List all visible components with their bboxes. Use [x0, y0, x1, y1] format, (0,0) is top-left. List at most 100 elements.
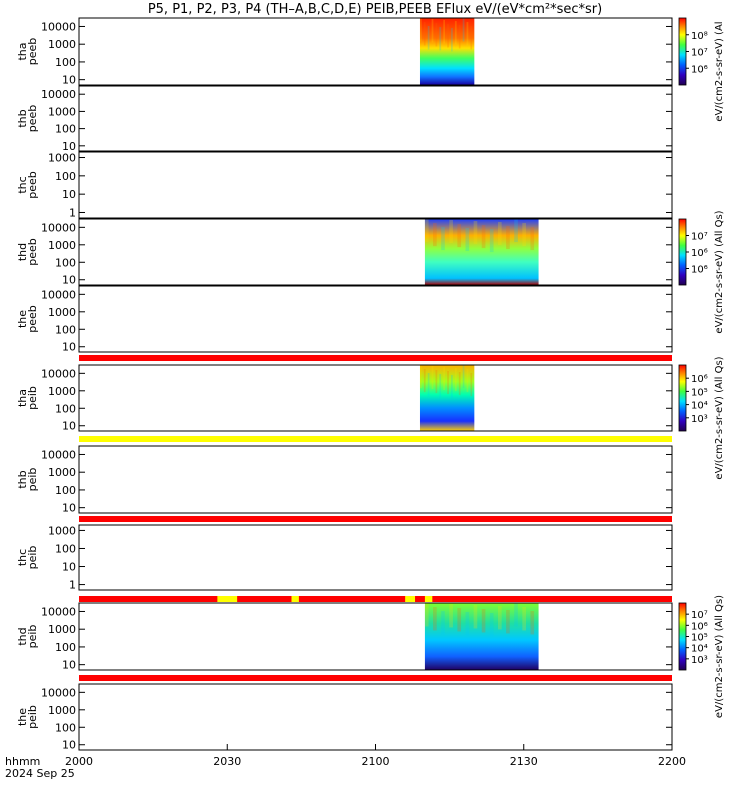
spectrogram-texture-thd-peib-0-1 [433, 607, 437, 631]
mode-bar-segment-3-1 [291, 596, 299, 602]
spectrogram-texture-thd-peeb-0-2 [441, 227, 445, 251]
colorbar-label-tha-peeb: eV/(cm2-s-sr-eV) (Al [714, 21, 725, 121]
colorbar-tick-label-thd-peeb-2: 10⁷ [691, 232, 708, 243]
ytick-label-thb-peib-1000: 1000 [48, 466, 76, 479]
panel-frame-thb-peeb [78, 85, 673, 152]
spectrogram-texture-tha-peeb-0-10 [458, 25, 461, 49]
panels-layer: 10100100010000thapeeb10100100010000thbpe… [16, 17, 673, 752]
spectrogram-texture-thd-peeb-0-11 [514, 219, 518, 243]
colorbar-tick-label-thd-peib-1: 10⁴ [691, 644, 708, 655]
panel-frame-the-peeb [78, 285, 673, 353]
spectrogram-texture-tha-peeb-0-8 [451, 28, 453, 52]
ytick-label-thd-peib-10000: 10000 [41, 605, 76, 618]
colorbar-tick-label-tha-peib-2: 10⁵ [691, 387, 708, 398]
panel-label-thd-peeb-0: thd [16, 243, 29, 261]
spectrogram-texture-tha-peeb-0-12 [466, 22, 469, 46]
panel-label-tha-peeb-0: tha [16, 42, 29, 60]
spectrogram-texture-tha-peeb-0-2 [427, 26, 430, 50]
spectrogram-texture-thd-peeb-0-1 [433, 223, 437, 247]
ytick-label-tha-peeb-100: 100 [55, 56, 76, 69]
spectrogram-texture-tha-peib-0-4 [435, 370, 438, 394]
colorbar-scale-tha-peeb [678, 17, 687, 86]
ytick-label-thb-peib-100: 100 [55, 484, 76, 497]
colorbar-thd-peeb: 10⁶ 10⁶ 10⁷ eV/(cm2-s-sr-eV) (All Qs) [678, 210, 725, 334]
ytick-label-thb-peeb-100: 100 [55, 123, 76, 136]
spectrogram-texture-tha-peib-0-7 [447, 371, 449, 395]
mode-bar-4 [79, 675, 672, 681]
spectrogram-texture-thd-peeb-0-12 [522, 223, 526, 247]
spectrogram-texture-thd-peeb-0-0 [424, 219, 429, 243]
panel-label-the-peeb-0: the [16, 310, 29, 328]
colorbar-tick-label-thd-peib-4: 10⁷ [691, 610, 708, 621]
panel-label-tha-peeb-1: peeb [26, 38, 39, 66]
colorbar-label-thd-peeb: eV/(cm2-s-sr-eV) (All Qs) [714, 210, 725, 333]
ytick-label-the-peeb-1000: 1000 [48, 306, 76, 319]
time-axis-label-hhmm: hhmm [5, 755, 40, 768]
spectrogram-texture-thd-peeb-0-10 [506, 226, 510, 250]
spectrogram-texture-tha-peib-0-0 [419, 365, 422, 389]
spectrogram-texture-tha-peeb-0-13 [470, 26, 473, 50]
ytick-label-thb-peeb-10000: 10000 [41, 88, 76, 101]
spectrogram-texture-tha-peeb-0-6 [443, 20, 446, 44]
mode-bar-fill-4 [79, 675, 672, 681]
panel-frame-thd-peeb [78, 218, 673, 286]
chart-title: P5, P1, P2, P3, P4 (TH–A,B,C,D,E) PEIB,P… [148, 2, 602, 17]
mode-bar-fill-0 [79, 355, 672, 361]
spectrogram-texture-tha-peeb-0-0 [419, 18, 422, 42]
panel-frame-thb-peib [78, 445, 673, 514]
ytick-label-thc-peib-100: 100 [55, 542, 76, 555]
spectrogram-texture-thd-peib-0-7 [481, 609, 486, 633]
time-axis-label-date: 2024 Sep 25 [5, 767, 75, 780]
spectrogram-texture-thd-peeb-0-6 [473, 221, 478, 245]
colorbar-tha-peib: 10³ 10⁴ 10⁵ 10⁶ eV/(cm2-s-sr-eV) (All Qs) [678, 356, 725, 480]
spectrogram-texture-tha-peeb-0-11 [462, 18, 465, 42]
panel-label-tha-peib-1: peib [26, 386, 39, 410]
spectrogram-texture-tha-peeb-0-1 [423, 22, 426, 46]
colorbar-tick-label-thd-peeb-0: 10⁶ [691, 265, 708, 276]
spectrogram-texture-thd-peib-0-6 [473, 605, 478, 629]
ytick-label-thb-peib-10: 10 [62, 502, 76, 515]
spectrogram-texture-tha-peib-0-2 [427, 373, 430, 397]
panel-label-thc-peeb-1: peeb [26, 171, 39, 199]
panel-label-thb-peib-1: peib [26, 468, 39, 492]
spectrogram-texture-tha-peeb-0-7 [447, 24, 449, 48]
spectrogram-texture-thd-peeb-0-3 [449, 220, 453, 244]
ytick-label-thd-peeb-100: 100 [55, 256, 76, 269]
spectrogram-block-tha-peeb-0 [419, 18, 475, 85]
ytick-label-tha-peib-100: 100 [55, 402, 76, 415]
panel-label-thc-peib-1: peib [26, 546, 39, 570]
spectrogram-texture-thd-peib-0-11 [514, 603, 518, 627]
spectrogram-texture-tha-peib-0-8 [451, 375, 453, 399]
mode-bar-3 [79, 596, 672, 602]
spectrogram-texture-thd-peib-0-3 [449, 604, 453, 628]
spectrogram-texture-tha-peib-0-12 [466, 369, 469, 393]
panel-label-the-peib-0: the [16, 708, 29, 726]
ytick-label-thc-peib-10: 10 [62, 561, 76, 574]
ytick-label-the-peib-100: 100 [55, 721, 76, 734]
ytick-label-thd-peib-1000: 1000 [48, 623, 76, 636]
colorbar-tick-label-tha-peib-1: 10⁴ [691, 401, 708, 412]
spectrogram-texture-tha-peib-0-11 [462, 365, 465, 389]
spectrogram-texture-tha-peeb-0-3 [431, 19, 434, 43]
spectrogram-texture-tha-peeb-0-9 [454, 21, 457, 45]
panel-label-thd-peib-0: thd [16, 627, 29, 645]
ytick-label-thc-peeb-10: 10 [62, 188, 76, 201]
ytick-label-thb-peeb-1000: 1000 [48, 105, 76, 118]
spectrogram-texture-thd-peeb-0-8 [489, 229, 494, 253]
colorbar-tick-label-thd-peeb-1: 10⁶ [691, 248, 708, 259]
mode-bar-fill-2 [79, 516, 672, 522]
spectrogram-block-thd-peib-0 [424, 603, 539, 670]
spectrogram-texture-tha-peib-0-3 [431, 366, 434, 390]
ytick-label-thd-peib-100: 100 [55, 641, 76, 654]
spectrogram-texture-thd-peib-0-12 [522, 607, 526, 631]
colorbar-tick-label-tha-peeb-2: 10⁸ [691, 31, 708, 42]
colorbar-tick-label-thd-peib-2: 10⁵ [691, 633, 708, 644]
spectrogram-texture-tha-peib-0-13 [470, 373, 473, 397]
spectrogram-texture-thd-peeb-0-9 [497, 222, 502, 246]
ytick-label-the-peib-10: 10 [62, 739, 76, 752]
colorbar-label-thd-peib: eV/(cm2-s-sr-eV) (All Qs) [714, 595, 725, 718]
